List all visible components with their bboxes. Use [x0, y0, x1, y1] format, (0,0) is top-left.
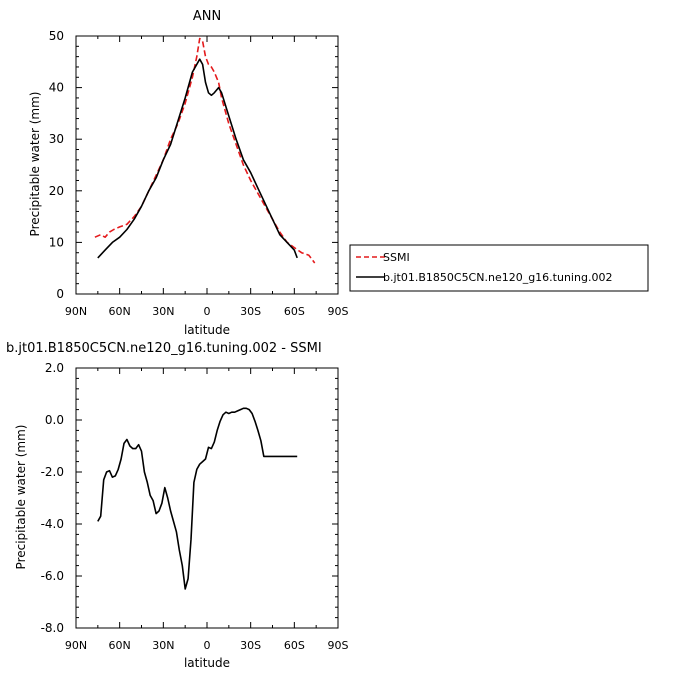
y-tick-label: 50: [49, 29, 64, 43]
difference-panel: b.jt01.B1850C5CN.ne120_g16.tuning.002 - …: [6, 341, 349, 670]
plot-frame: [75, 367, 339, 629]
x-tick-label: 60S: [284, 639, 305, 652]
plot-area: [97, 407, 298, 590]
axes: 90N 60N 30N 0 30S 60S 90S 0 10 20 30 40 50: [49, 29, 349, 318]
x-tick-label: 60N: [109, 639, 131, 652]
x-tick-label: 0: [204, 305, 211, 318]
x-tick-label: 30S: [240, 305, 261, 318]
legend-label-ssmi: SSMI: [383, 251, 410, 264]
x-tick-label: 90N: [65, 639, 87, 652]
y-axis-label: Precipitable water (mm): [14, 425, 28, 570]
plot-area: [94, 37, 316, 264]
series-line-0: [97, 407, 298, 590]
y-tick-label: 40: [49, 81, 64, 95]
x-tick-label: 30S: [240, 639, 261, 652]
x-tick-label: 90N: [65, 305, 87, 318]
y-tick-label: 0: [56, 287, 64, 301]
y-tick-label: 0.0: [45, 413, 64, 427]
x-tick-label: 30N: [152, 639, 174, 652]
y-tick-label: 10: [49, 235, 64, 249]
legend-label-model: b.jt01.B1850C5CN.ne120_g16.tuning.002: [383, 271, 612, 284]
y-tick-label: -2.0: [41, 465, 64, 479]
legend: SSMI b.jt01.B1850C5CN.ne120_g16.tuning.0…: [349, 244, 649, 292]
axes: 90N 60N 30N 0 30S 60S 90S 2.0 0.0 -2.0 -4.0 -6.0 -8.…: [41, 361, 349, 652]
x-tick-label: 90S: [328, 639, 349, 652]
y-tick-label: 30: [49, 132, 64, 146]
x-tick-label: 0: [204, 639, 211, 652]
x-axis-label: latitude: [184, 323, 230, 337]
x-tick-label: 60N: [109, 305, 131, 318]
mean-panel: ANN latitude Precipitable water (mm) 90N…: [28, 9, 349, 337]
y-tick-label: -8.0: [41, 621, 64, 635]
x-tick-label: 90S: [328, 305, 349, 318]
y-tick-label: -6.0: [41, 569, 64, 583]
chart-title: b.jt01.B1850C5CN.ne120_g16.tuning.002 - …: [6, 341, 322, 356]
legend-box: [349, 244, 649, 292]
plot-frame: [75, 35, 339, 295]
chart-title: ANN: [193, 9, 221, 24]
y-tick-label: -4.0: [41, 517, 64, 531]
y-axis-label: Precipitable water (mm): [28, 92, 42, 237]
y-tick-label: 2.0: [45, 361, 64, 375]
x-axis-label: latitude: [184, 656, 230, 670]
x-tick-label: 30N: [152, 305, 174, 318]
x-tick-label: 60S: [284, 305, 305, 318]
y-tick-label: 20: [49, 184, 64, 198]
series-line-1: [97, 58, 298, 259]
